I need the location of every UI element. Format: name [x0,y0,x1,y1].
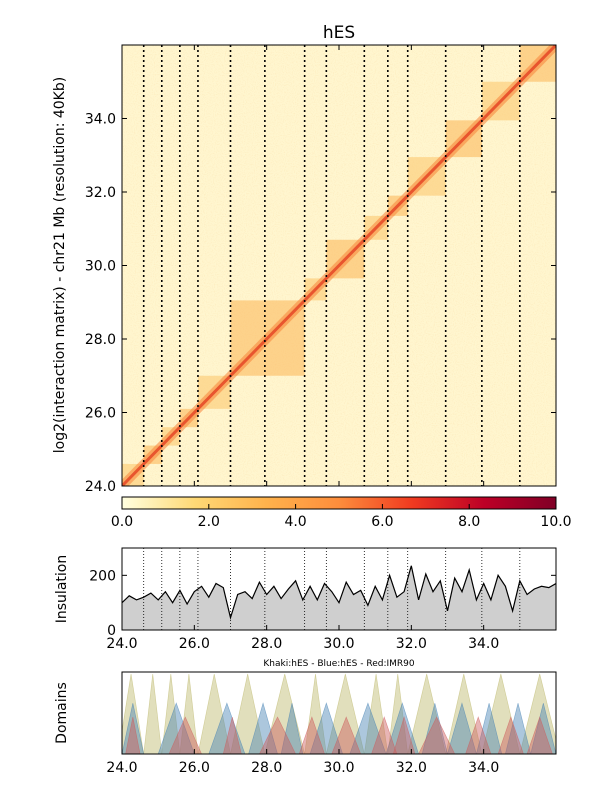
domain-triangle [179,673,199,754]
domain-triangle [418,716,456,754]
domain-triangle [143,673,163,754]
domain-triangle [248,702,278,754]
domain-triangle [197,673,231,754]
domain-triangle [447,702,477,754]
x-tick-label: 26.0 [179,636,210,652]
domain-triangle [387,673,409,754]
x-tick-label: 30.0 [323,636,354,652]
y-tick-label: 24.0 [85,479,116,495]
domain-triangle [326,673,365,754]
colorbar-tick-label: 0.0 [111,514,133,530]
y-tick-label: 34.0 [85,112,116,128]
x-tick-label: 28.0 [251,636,282,652]
insulation-line [122,565,556,620]
domain-triangle [264,673,305,754]
x-tick-label: 28.0 [251,760,282,776]
domain-triangle [505,703,531,754]
domain-triangle [208,702,246,754]
domains-panel: Khaki:hES - Blue:hES - Red:IMR90 24.0 26.… [54,659,557,776]
domain-triangle [497,716,524,754]
colorbar-tick-label: 6.0 [371,514,393,530]
colorbar: 0.0 2.0 4.0 6.0 8.0 10.0 [111,496,572,530]
y-tick-label: 32.0 [85,185,116,201]
domain-triangle [331,716,362,754]
domains-title: Khaki:hES - Blue:hES - Red:IMR90 [263,659,414,669]
heatmap-ylabel: log2(interaction matrix) - chr21 Mb (res… [52,77,68,453]
domain-triangle [385,702,419,754]
domain-triangle [122,673,145,754]
colorbar-tick-label: 8.0 [458,514,480,530]
domain-triangle [526,716,553,754]
insulation-ylabel: Insulation [54,555,70,623]
x-tick-label: 24.0 [106,636,137,652]
domain-triangle [349,702,387,754]
heatmap-y-axis: 24.0 26.0 28.0 30.0 32.0 34.0 [85,45,556,495]
domain-triangle [168,716,202,754]
domain-triangle [298,716,325,754]
insulation-panel: 0 200 24.0 26.0 28.0 30.0 32.0 34.0 Insulation [54,547,557,652]
insulation-area [122,565,556,630]
insulation-x-axis: 24.0 26.0 28.0 30.0 32.0 34.0 [106,625,499,652]
colorbar-tick-label: 10.0 [540,514,571,530]
diagonal-line [122,45,556,486]
domain-triangles [122,673,556,754]
y-tick-label: 26.0 [85,406,116,422]
domain-triangle [519,673,556,754]
domain-triangle [222,717,242,754]
domain-triangle [161,673,181,754]
domain-triangle [125,717,141,754]
insulation-y-axis: 0 200 [89,568,556,639]
x-tick-label: 32.0 [396,760,427,776]
domain-triangle [304,673,327,754]
domain-triangle [530,703,556,754]
x-tick-label: 24.0 [106,760,137,776]
colorbar-tick-label: 4.0 [284,514,306,530]
heatmap-panel: hES 24.0 26.0 28.0 30.0 32.0 34.0 log2(intera… [52,23,557,495]
colorbar-tick-label: 2.0 [198,514,220,530]
x-tick-label: 34.0 [468,760,499,776]
x-tick-label: 32.0 [396,636,427,652]
domain-triangle [280,703,304,754]
colorbar-ticks: 0.0 2.0 4.0 6.0 8.0 10.0 [111,504,572,530]
domain-triangle [309,702,343,754]
y-tick-label: 30.0 [85,259,116,275]
tad-blocks [122,45,556,486]
domain-triangle [364,673,389,754]
domain-triangle [230,673,266,754]
domain-triangle [371,716,398,754]
domain-triangle [122,703,145,754]
domain-triangle [476,703,503,754]
y-tick-label: 0 [107,623,116,639]
heatmap-title: hES [323,23,355,43]
domains-ylabel: Domains [54,682,70,744]
x-tick-label: 26.0 [179,760,210,776]
domain-triangle [392,716,416,754]
domain-triangle [157,702,195,754]
y-tick-label: 200 [89,568,116,584]
domain-triangle [421,703,448,754]
domain-triangle [259,716,296,754]
colorbar-gradient [121,496,557,510]
x-tick-label: 30.0 [323,760,354,776]
domain-triangle [407,673,447,754]
domain-triangle [465,716,492,754]
x-tick-label: 34.0 [468,636,499,652]
y-tick-label: 28.0 [85,332,116,348]
boundary-lines [142,45,521,486]
domain-triangle [445,673,483,754]
domains-x-axis: 24.0 26.0 28.0 30.0 32.0 34.0 [106,749,499,776]
